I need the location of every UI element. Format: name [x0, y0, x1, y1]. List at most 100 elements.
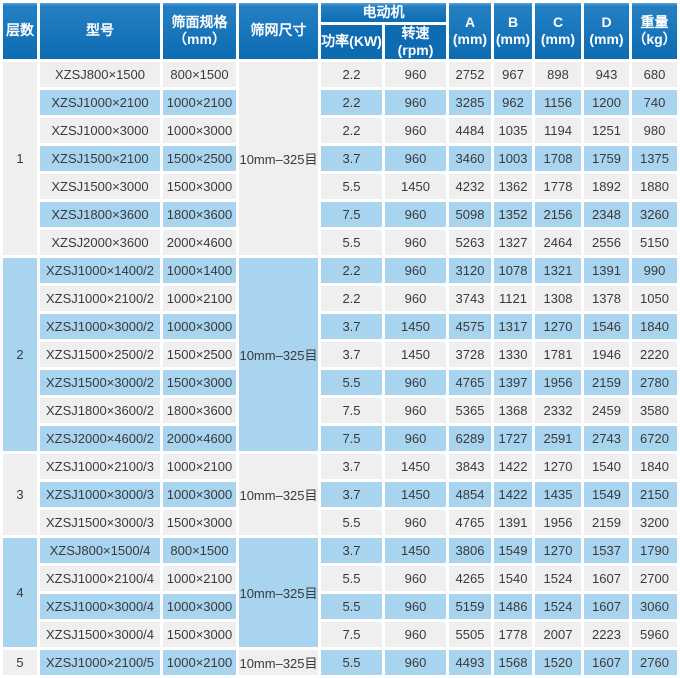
model-cell: XZSJ1000×3000/4 — [40, 593, 160, 619]
model-cell: XZSJ1500×3000/4 — [40, 621, 160, 647]
mesh-cell: 10mm–325目 — [239, 453, 318, 535]
speed-cell: 1450 — [385, 481, 446, 507]
spec-cell: 1000×2100 — [163, 285, 236, 311]
weight-cell: 3260 — [632, 201, 677, 227]
power-cell: 3.7 — [321, 481, 382, 507]
layer-cell: 2 — [3, 257, 37, 451]
spec-cell: 1500×3000 — [163, 509, 236, 535]
b-cell: 1121 — [494, 285, 532, 311]
c-cell: 1956 — [535, 509, 581, 535]
weight-cell: 680 — [632, 61, 677, 87]
header-weight-line1: 重量 — [640, 14, 669, 30]
power-cell: 3.7 — [321, 313, 382, 339]
model-cell: XZSJ1000×2100/3 — [40, 453, 160, 479]
b-cell: 962 — [494, 89, 532, 115]
table-row: 3 XZSJ1000×2100/3 1000×2100 10mm–325目 3.7 145… — [3, 453, 677, 535]
c-cell: 2007 — [535, 621, 581, 647]
c-cell: 1270 — [535, 537, 581, 563]
header-motor: 电动机 — [321, 3, 446, 22]
d-cell: 1946 — [584, 341, 629, 367]
table-row: XZSJ1500×2100 1500×2500 3.7 960 3460 1003 1708… — [3, 145, 677, 171]
b-cell: 1362 — [494, 173, 532, 199]
model-cell: XZSJ1000×1400/2 — [40, 257, 160, 283]
table-row: XZSJ2000×4600/2 2000×4600 7.5 960 6289 1727 25… — [3, 425, 677, 451]
weight-cell: 740 — [632, 89, 677, 115]
d-cell: 1549 — [584, 481, 629, 507]
weight-cell: 1840 — [632, 313, 677, 339]
c-cell: 2464 — [535, 229, 581, 255]
header-d-unit: (mm) — [589, 30, 624, 47]
power-cell: 2.2 — [321, 89, 382, 115]
speed-cell: 1450 — [385, 173, 446, 199]
header-c: C (mm) — [535, 3, 581, 59]
model-cell: XZSJ2000×4600/2 — [40, 425, 160, 451]
model-cell: XZSJ1000×2100 — [40, 89, 160, 115]
weight-cell: 2760 — [632, 649, 677, 675]
d-cell: 1251 — [584, 117, 629, 143]
b-cell: 1549 — [494, 537, 532, 563]
power-cell: 5.5 — [321, 229, 382, 255]
table-row: 2 XZSJ1000×1400/2 1000×1400 10mm–325目 2.2 960… — [3, 257, 677, 451]
d-cell: 1546 — [584, 313, 629, 339]
a-cell: 3460 — [449, 145, 491, 171]
spec-cell: 1000×3000 — [163, 481, 236, 507]
spec-cell: 1000×3000 — [163, 593, 236, 619]
a-cell: 3285 — [449, 89, 491, 115]
speed-cell: 1450 — [385, 537, 446, 563]
header-a-letter: A — [464, 14, 476, 30]
header-c-unit: (mm) — [540, 30, 576, 47]
c-cell: 1524 — [535, 565, 581, 591]
weight-cell: 2220 — [632, 341, 677, 367]
c-cell: 1524 — [535, 593, 581, 619]
header-b: B (mm) — [494, 3, 532, 59]
c-cell: 1308 — [535, 285, 581, 311]
header-mesh: 筛网尺寸 — [239, 3, 318, 59]
header-speed: 转速(rpm) — [385, 25, 446, 59]
b-cell: 1330 — [494, 341, 532, 367]
power-cell: 2.2 — [321, 257, 382, 283]
b-cell: 1486 — [494, 593, 532, 619]
mesh-cell: 10mm–325目 — [239, 649, 318, 675]
d-cell: 1391 — [584, 257, 629, 283]
power-cell: 7.5 — [321, 201, 382, 227]
weight-cell: 5150 — [632, 229, 677, 255]
a-cell: 5263 — [449, 229, 491, 255]
d-cell: 1607 — [584, 649, 629, 675]
table-row: XZSJ1000×2100 1000×2100 2.2 960 3285 962 1156 1… — [3, 89, 677, 115]
table-row: 4 XZSJ800×1500/4 800×1500 10mm–325目 3.7 1450 3… — [3, 537, 677, 647]
speed-cell: 960 — [385, 89, 446, 115]
c-cell: 1520 — [535, 649, 581, 675]
c-cell: 898 — [535, 61, 581, 87]
b-cell: 1422 — [494, 481, 532, 507]
power-cell: 2.2 — [321, 117, 382, 143]
a-cell: 4765 — [449, 509, 491, 535]
table-row: XZSJ1500×2500/2 1500×2500 3.7 1450 3728 1330 1… — [3, 341, 677, 367]
a-cell: 3120 — [449, 257, 491, 283]
c-cell: 1156 — [535, 89, 581, 115]
speed-cell: 1450 — [385, 341, 446, 367]
c-cell: 1321 — [535, 257, 581, 283]
header-b-unit: (mm) — [495, 30, 531, 47]
b-cell: 1727 — [494, 425, 532, 451]
header-screen-spec-line2: （mm） — [173, 30, 226, 47]
model-cell: XZSJ1000×2100/2 — [40, 285, 160, 311]
b-cell: 1397 — [494, 369, 532, 395]
b-cell: 1327 — [494, 229, 532, 255]
mesh-cell: 10mm–325目 — [239, 61, 318, 255]
a-cell: 4493 — [449, 649, 491, 675]
c-cell: 2591 — [535, 425, 581, 451]
table-row: XZSJ1800×3600/2 1800×3600 7.5 960 5365 1368 23… — [3, 397, 677, 423]
table-row: 5 XZSJ1000×2100/5 1000×2100 10mm–325目 5.5 960… — [3, 649, 677, 675]
a-cell: 5159 — [449, 593, 491, 619]
spec-cell: 1000×2100 — [163, 453, 236, 479]
speed-cell: 960 — [385, 509, 446, 535]
weight-cell: 2700 — [632, 565, 677, 591]
speed-cell: 960 — [385, 397, 446, 423]
spec-cell: 1500×3000 — [163, 369, 236, 395]
power-cell: 3.7 — [321, 537, 382, 563]
header-weight: 重量 （kg） — [632, 3, 677, 59]
spec-cell: 1000×2100 — [163, 649, 236, 675]
speed-cell: 960 — [385, 117, 446, 143]
power-cell: 3.7 — [321, 341, 382, 367]
a-cell: 2752 — [449, 61, 491, 87]
